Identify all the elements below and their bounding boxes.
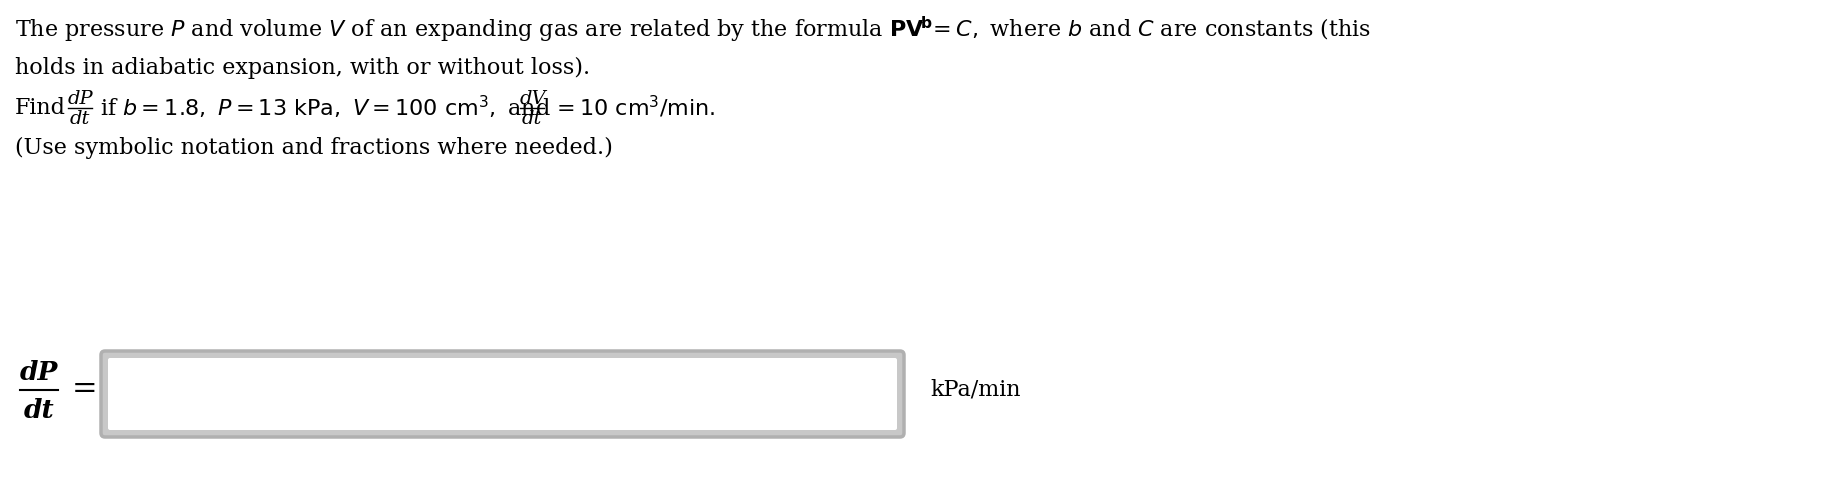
Text: $= 10\ \mathrm{cm}^3/\mathrm{min}.$: $= 10\ \mathrm{cm}^3/\mathrm{min}.$: [552, 95, 715, 121]
FancyBboxPatch shape: [101, 351, 905, 437]
Text: kPa/min: kPa/min: [930, 379, 1020, 401]
Text: dP: dP: [68, 90, 93, 108]
Text: if $b = 1.8,\ P = 13\ \mathrm{kPa},\ V = 100\ \mathrm{cm}^3,$ and: if $b = 1.8,\ P = 13\ \mathrm{kPa},\ V =…: [101, 94, 550, 122]
Text: The pressure $P$ and volume $V$ of an expanding gas are related by the formula $: The pressure $P$ and volume $V$ of an ex…: [15, 15, 1371, 45]
Text: dV: dV: [519, 90, 547, 108]
Text: (Use symbolic notation and fractions where needed.): (Use symbolic notation and fractions whe…: [15, 137, 612, 159]
Text: dP: dP: [20, 360, 58, 385]
Text: dt: dt: [523, 110, 543, 128]
Text: holds in adiabatic expansion, with or without loss).: holds in adiabatic expansion, with or wi…: [15, 57, 590, 79]
Text: dt: dt: [24, 398, 55, 423]
FancyBboxPatch shape: [108, 358, 898, 430]
Text: =: =: [71, 374, 97, 406]
Text: Find: Find: [15, 97, 66, 119]
Text: dt: dt: [69, 110, 90, 128]
